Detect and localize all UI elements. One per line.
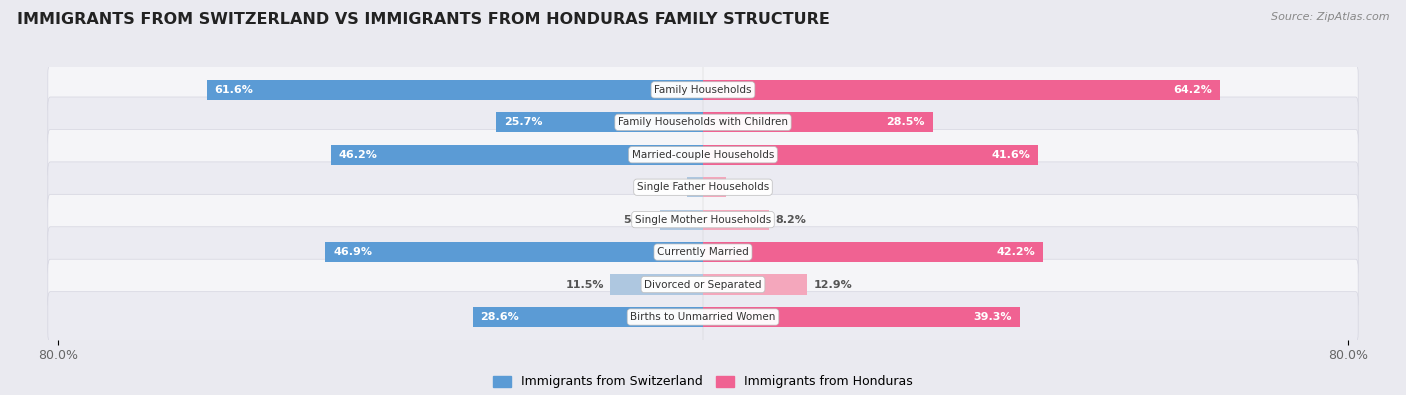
- Text: Family Households: Family Households: [654, 85, 752, 95]
- Bar: [688, 177, 703, 197]
- Text: Births to Unmarried Women: Births to Unmarried Women: [630, 312, 776, 322]
- Bar: [325, 242, 703, 262]
- Text: Single Father Households: Single Father Households: [637, 182, 769, 192]
- FancyBboxPatch shape: [48, 259, 1358, 310]
- Text: 2.0%: 2.0%: [650, 182, 681, 192]
- FancyBboxPatch shape: [48, 162, 1358, 213]
- FancyBboxPatch shape: [48, 227, 1358, 277]
- Bar: [703, 210, 769, 230]
- FancyBboxPatch shape: [48, 292, 1358, 342]
- Text: 11.5%: 11.5%: [565, 280, 603, 290]
- FancyBboxPatch shape: [48, 194, 1358, 245]
- Bar: [610, 275, 703, 295]
- FancyBboxPatch shape: [48, 97, 1358, 148]
- Text: Source: ZipAtlas.com: Source: ZipAtlas.com: [1271, 12, 1389, 22]
- Text: 46.2%: 46.2%: [339, 150, 378, 160]
- Text: 25.7%: 25.7%: [503, 117, 543, 127]
- Bar: [472, 307, 703, 327]
- Bar: [330, 145, 703, 165]
- Text: 61.6%: 61.6%: [215, 85, 253, 95]
- Text: IMMIGRANTS FROM SWITZERLAND VS IMMIGRANTS FROM HONDURAS FAMILY STRUCTURE: IMMIGRANTS FROM SWITZERLAND VS IMMIGRANT…: [17, 12, 830, 27]
- Text: 5.3%: 5.3%: [623, 214, 654, 225]
- Text: Currently Married: Currently Married: [657, 247, 749, 257]
- Text: 42.2%: 42.2%: [997, 247, 1035, 257]
- Text: 46.9%: 46.9%: [333, 247, 373, 257]
- Bar: [703, 177, 725, 197]
- FancyBboxPatch shape: [48, 64, 1358, 115]
- Bar: [703, 80, 1220, 100]
- Text: 8.2%: 8.2%: [776, 214, 807, 225]
- Bar: [703, 145, 1038, 165]
- Bar: [207, 80, 703, 100]
- Text: 28.6%: 28.6%: [481, 312, 519, 322]
- Bar: [703, 112, 932, 132]
- Text: 2.8%: 2.8%: [733, 182, 763, 192]
- FancyBboxPatch shape: [48, 130, 1358, 180]
- Bar: [703, 275, 807, 295]
- Legend: Immigrants from Switzerland, Immigrants from Honduras: Immigrants from Switzerland, Immigrants …: [488, 371, 918, 393]
- Text: 41.6%: 41.6%: [991, 150, 1031, 160]
- Text: 28.5%: 28.5%: [886, 117, 925, 127]
- Text: Divorced or Separated: Divorced or Separated: [644, 280, 762, 290]
- Bar: [496, 112, 703, 132]
- Text: Family Households with Children: Family Households with Children: [619, 117, 787, 127]
- Text: 12.9%: 12.9%: [814, 280, 852, 290]
- Bar: [661, 210, 703, 230]
- Text: Married-couple Households: Married-couple Households: [631, 150, 775, 160]
- Text: Single Mother Households: Single Mother Households: [636, 214, 770, 225]
- Text: 39.3%: 39.3%: [973, 312, 1012, 322]
- Bar: [703, 242, 1043, 262]
- Text: 64.2%: 64.2%: [1174, 85, 1212, 95]
- Bar: [703, 307, 1019, 327]
